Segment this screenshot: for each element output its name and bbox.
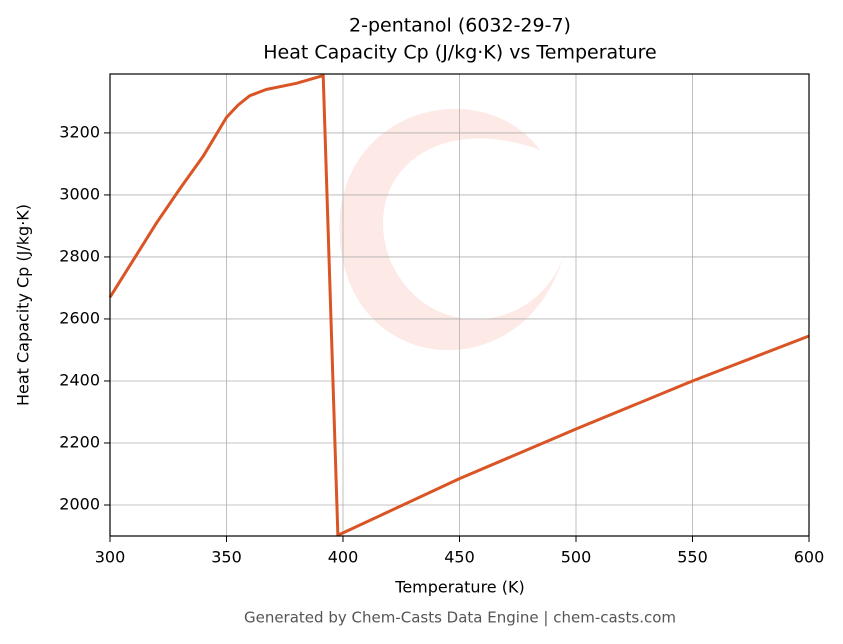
y-tick-label: 3000	[59, 184, 100, 203]
chart-title: 2-pentanol (6032-29-7)	[349, 15, 571, 37]
x-tick-label: 350	[211, 548, 242, 567]
x-tick-label: 550	[677, 548, 708, 567]
y-axis-label: Heat Capacity Cp (J/kg·K)	[14, 204, 33, 406]
y-tick-label: 2000	[59, 494, 100, 513]
x-axis-label: Temperature (K)	[394, 578, 524, 597]
y-tick-label: 2600	[59, 308, 100, 327]
y-tick-label: 2400	[59, 370, 100, 389]
x-tick-label: 400	[328, 548, 359, 567]
y-tick-label: 2200	[59, 432, 100, 451]
x-tick-label: 300	[95, 548, 126, 567]
plot-frame	[109, 73, 810, 537]
x-tick-label: 500	[561, 548, 592, 567]
x-tick-label: 600	[794, 548, 825, 567]
footer: Generated by Chem-Casts Data Engine | ch…	[244, 609, 676, 627]
y-tick-label: 3200	[59, 122, 100, 141]
chart-subtitle: Heat Capacity Cp (J/kg·K) vs Temperature	[263, 42, 657, 64]
x-tick-label: 450	[444, 548, 475, 567]
data-line	[108, 74, 810, 537]
y-tick-label: 2800	[59, 246, 100, 265]
watermark-logo	[339, 108, 565, 351]
watermark	[339, 108, 565, 351]
